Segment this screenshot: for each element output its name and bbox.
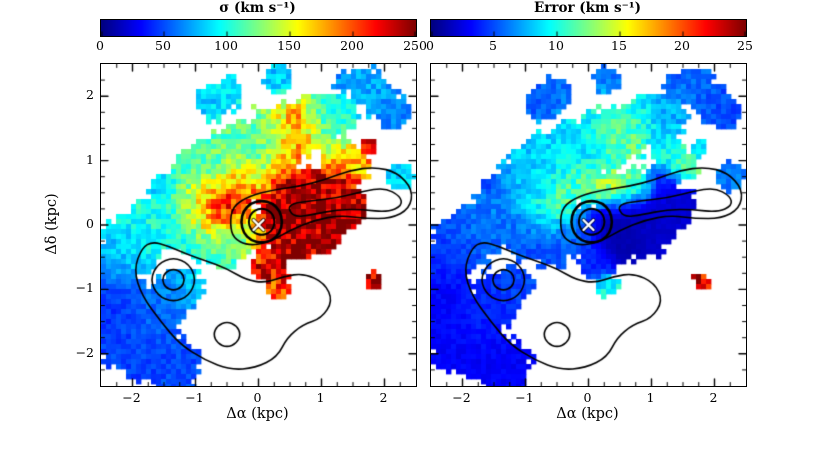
y-tick-label: 1: [86, 151, 94, 167]
colorbar-tick-label: 15: [611, 38, 627, 53]
colorbar-tick-label: 200: [340, 38, 364, 53]
colorbar-tick-label: 5: [489, 38, 497, 53]
colorbar-tick-label: 10: [548, 38, 564, 53]
x-tick-label: 0: [253, 390, 262, 405]
y-tick-label: −2: [75, 344, 94, 360]
colorbar-tick-label: 0: [426, 38, 434, 53]
colorbar-tick-label: 20: [674, 38, 690, 53]
x-tick-label: −1: [185, 390, 204, 405]
x-tick-label: 0: [583, 390, 592, 405]
colorbar-tick-label: 0: [96, 38, 104, 53]
y-tick-label: 2: [86, 87, 94, 103]
y-tick-label: 0: [86, 216, 94, 231]
error-heatmap-canvas: [431, 64, 746, 386]
plot-panel-error: [430, 63, 747, 387]
x-tick-label: −2: [122, 390, 141, 405]
x-tick-label: −2: [452, 390, 471, 405]
x-axis-label-sigma: Δα (kpc): [226, 406, 289, 422]
x-axis-label-error: Δα (kpc): [556, 406, 619, 422]
colorbar-tick-label: 25: [737, 38, 753, 53]
x-tick-label: −1: [515, 390, 534, 405]
x-tick-label: 1: [646, 390, 655, 405]
colorbar-tick-label: 100: [214, 38, 238, 53]
plot-panel-sigma: [100, 63, 417, 387]
colorbar-sigma: [100, 19, 417, 37]
y-axis-label-sigma: Δδ (kpc): [44, 193, 60, 255]
colorbar-tick-label: 50: [155, 38, 171, 53]
colorbar-title-error: Error (km s⁻¹): [533, 0, 642, 16]
y-tick-label: −1: [75, 280, 94, 296]
colorbar-tick-label: 250: [403, 38, 427, 53]
x-tick-label: 1: [316, 390, 325, 405]
sigma-heatmap-canvas: [101, 64, 416, 386]
colorbar-title-sigma: σ (km s⁻¹): [219, 0, 296, 16]
colorbar-tick-label: 150: [277, 38, 301, 53]
x-tick-label: 2: [709, 390, 718, 405]
x-tick-label: 2: [379, 390, 388, 405]
colorbar-error: [430, 19, 747, 37]
